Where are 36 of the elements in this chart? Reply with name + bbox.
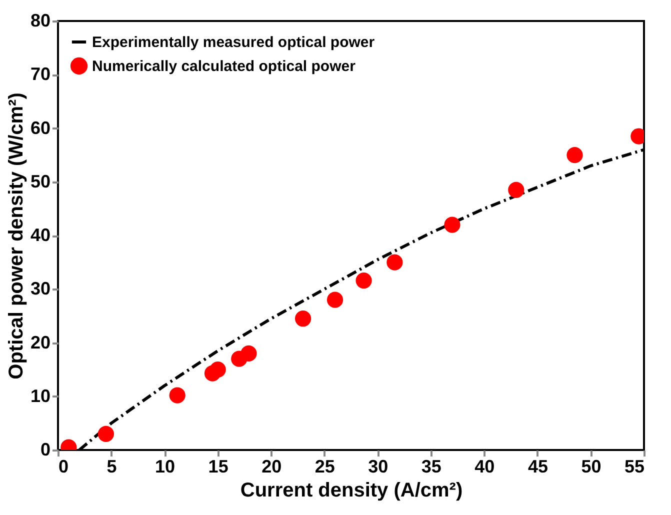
point	[508, 182, 524, 198]
y-tick-label: 60	[30, 118, 50, 138]
x-tick-label: 0	[58, 456, 69, 476]
x-tick-label: 55	[624, 456, 644, 476]
y-tick-label: 50	[30, 171, 50, 192]
x-tick-label: 40	[474, 456, 495, 476]
x-tick-label: 20	[262, 456, 282, 476]
x-tick-label: 35	[421, 456, 442, 476]
x-tick-label: 50	[581, 456, 602, 476]
legend-label: Numerically calculated optical power	[92, 58, 356, 75]
x-tick-label: 10	[155, 456, 176, 476]
point	[294, 310, 312, 327]
y-axis-title: Optical power density (W/cm²)	[5, 92, 28, 380]
point	[98, 426, 114, 442]
x-tick-label: 30	[368, 456, 388, 476]
x-tick-label: 25	[314, 456, 335, 476]
y-tick-label: 70	[30, 64, 50, 84]
point	[386, 254, 403, 270]
y-tick-label: 30	[30, 278, 50, 299]
x-tick-label: 15	[208, 456, 228, 476]
point	[444, 216, 460, 233]
y-tick-label: 10	[30, 386, 50, 406]
x-tick-label: 45	[528, 456, 548, 476]
x-tick-label: 5	[106, 456, 117, 476]
y-tick-label: 20	[30, 332, 50, 352]
point	[240, 345, 257, 362]
point	[356, 272, 372, 289]
legend-label: Experimentally measured optical power	[92, 34, 375, 51]
x-axis-title: Current density (A/cm²)	[240, 480, 463, 502]
point	[566, 147, 583, 164]
y-tick-label: 0	[40, 440, 50, 460]
point	[210, 362, 226, 378]
y-tick-label: 80	[30, 10, 50, 30]
y-tick-label: 40	[30, 225, 50, 245]
point	[169, 387, 186, 404]
point	[326, 292, 344, 308]
